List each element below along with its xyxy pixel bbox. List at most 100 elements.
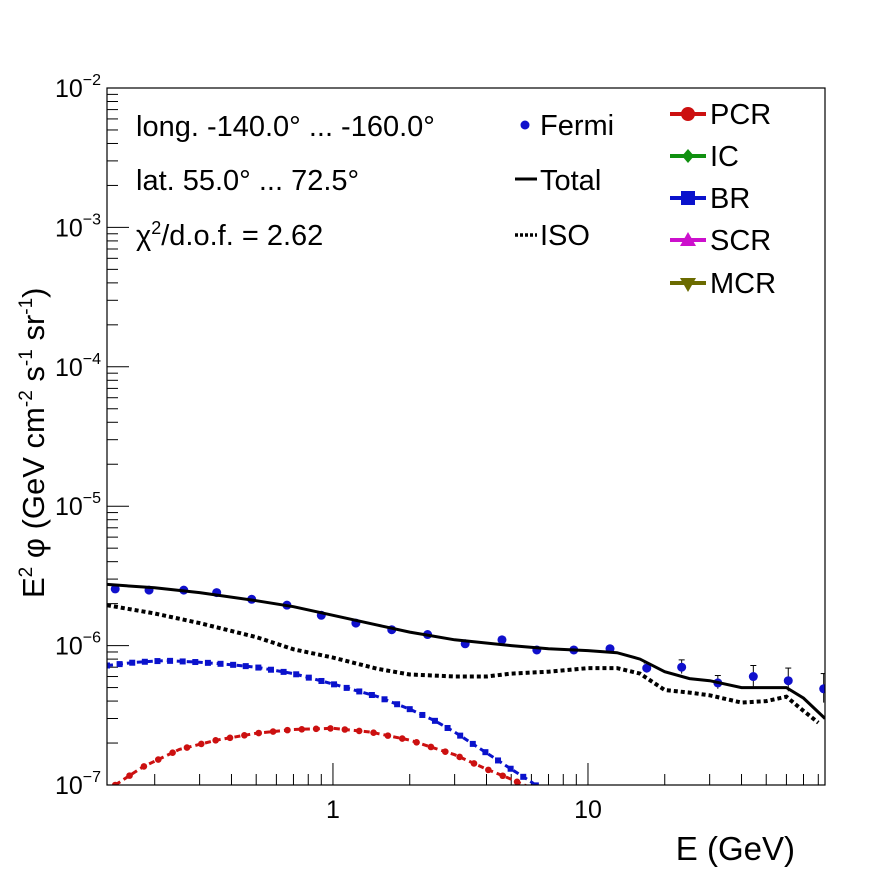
series-line-iso	[107, 603, 820, 725]
x-axis-title: E (GeV)	[676, 830, 795, 867]
series-marker-br	[107, 662, 110, 669]
series-marker-br	[406, 706, 413, 713]
series-marker-pcr	[183, 744, 191, 751]
series-marker-br	[431, 717, 438, 724]
series-marker-br	[318, 677, 325, 684]
series-marker-br	[154, 658, 161, 665]
series-marker-br	[280, 668, 287, 675]
series-marker-pcr	[441, 748, 449, 755]
annotation-chi2: χ2/d.o.f. = 2.62	[136, 218, 323, 252]
series-marker-br	[192, 659, 199, 666]
series-marker-pcr	[355, 727, 363, 735]
legend-label-total: Total	[540, 165, 601, 197]
series-layer	[107, 582, 825, 798]
legend-label-fermi: Fermi	[540, 110, 614, 142]
series-marker-pcr	[370, 729, 377, 736]
series-marker-pcr	[226, 734, 234, 742]
x-tick-labels: 1 10	[326, 796, 602, 824]
series-marker-br	[394, 701, 401, 708]
legend-right: PCR IC BR SCR MCR	[670, 99, 776, 300]
legend-marker-br	[681, 191, 695, 205]
series-marker-br	[356, 688, 363, 695]
fermi-point	[748, 672, 758, 682]
series-marker-pcr	[255, 729, 263, 737]
series-marker-br	[545, 792, 551, 798]
series-marker-br	[457, 732, 464, 739]
legend-marker-fermi	[520, 120, 530, 130]
svg-text:E2 φ (GeV cm-2 s-1 sr-1): E2 φ (GeV cm-2 s-1 sr-1)	[16, 288, 51, 599]
series-marker-pcr	[456, 753, 463, 761]
annotation-longitude: long. -140.0° ... -160.0°	[136, 111, 435, 143]
legend-marker-ic	[682, 149, 694, 163]
y-tick-label: 10−4	[55, 351, 101, 382]
series-marker-pcr	[154, 756, 162, 763]
series-marker-br	[242, 663, 249, 670]
series-line-total	[107, 582, 825, 720]
series-marker-br	[368, 692, 375, 699]
series-marker-pcr	[530, 784, 533, 785]
series-marker-br	[267, 666, 274, 673]
series-marker-pcr	[327, 725, 334, 732]
series-marker-br	[444, 724, 451, 731]
y-tick-labels: 10−7 10−6 10−5 10−4 10−3 10−2	[55, 72, 101, 800]
series-marker-br	[482, 749, 489, 756]
fermi-point	[110, 584, 120, 594]
series-marker-br	[520, 773, 527, 780]
series-marker-pcr	[111, 781, 119, 785]
legend-label-iso: ISO	[540, 220, 590, 252]
series-marker-pcr	[126, 772, 133, 779]
series-marker-pcr	[470, 760, 478, 767]
series-marker-br	[255, 664, 262, 671]
series-marker-br	[305, 674, 312, 681]
series-marker-br	[141, 658, 148, 665]
series-marker-br	[230, 661, 237, 668]
series-marker-pcr	[312, 725, 320, 733]
y-tick-label: 10−6	[55, 630, 101, 661]
fermi-point	[819, 684, 825, 694]
series-line-pcr	[114, 726, 529, 785]
legend-label-mcr: MCR	[710, 268, 776, 300]
legend-left: Fermi Total ISO	[515, 110, 614, 252]
series-marker-br	[129, 659, 136, 666]
legend-marker-scr	[680, 232, 696, 246]
series-marker-pcr	[341, 726, 349, 733]
series-marker-pcr	[198, 740, 205, 748]
series-marker-br	[204, 659, 211, 666]
legend-marker-pcr	[681, 107, 695, 121]
legend-label-ic: IC	[710, 141, 739, 173]
series-marker-pcr	[169, 749, 176, 756]
annotation-latitude: lat. 55.0° ... 72.5°	[136, 165, 359, 197]
y-tick-label: 10−5	[55, 490, 101, 521]
series-marker-br	[381, 696, 388, 703]
fermi-point	[497, 635, 507, 645]
series-marker-pcr	[298, 725, 306, 733]
y-tick-label: 10−7	[55, 769, 101, 800]
annotations: long. -140.0° ... -160.0° lat. 55.0° ...…	[136, 111, 435, 252]
series-marker-br	[495, 757, 502, 764]
series-marker-pcr	[427, 743, 435, 751]
series-marker-br	[167, 657, 174, 664]
series-marker-br	[469, 740, 476, 747]
plot-frame	[106, 87, 826, 786]
series-marker-br	[217, 660, 224, 667]
series-marker-pcr	[413, 739, 420, 746]
series-marker-pcr	[499, 772, 507, 780]
series-marker-br	[293, 671, 300, 678]
series-marker-pcr	[269, 728, 277, 735]
series-marker-pcr	[284, 726, 291, 734]
legend-marker-mcr	[680, 278, 696, 292]
series-marker-pcr	[485, 766, 492, 774]
legend-label-pcr: PCR	[710, 99, 771, 131]
series-marker-pcr	[140, 763, 148, 770]
fermi-point	[642, 663, 652, 673]
series-marker-pcr	[398, 735, 406, 742]
series-marker-br	[532, 782, 539, 785]
legend-label-scr: SCR	[710, 225, 771, 257]
series-marker-br	[419, 711, 426, 718]
series-marker-br	[507, 765, 514, 772]
series-marker-br	[116, 661, 123, 668]
series-marker-pcr	[384, 732, 392, 739]
series-marker-br	[179, 658, 186, 665]
x-tick-label: 1	[326, 796, 340, 824]
